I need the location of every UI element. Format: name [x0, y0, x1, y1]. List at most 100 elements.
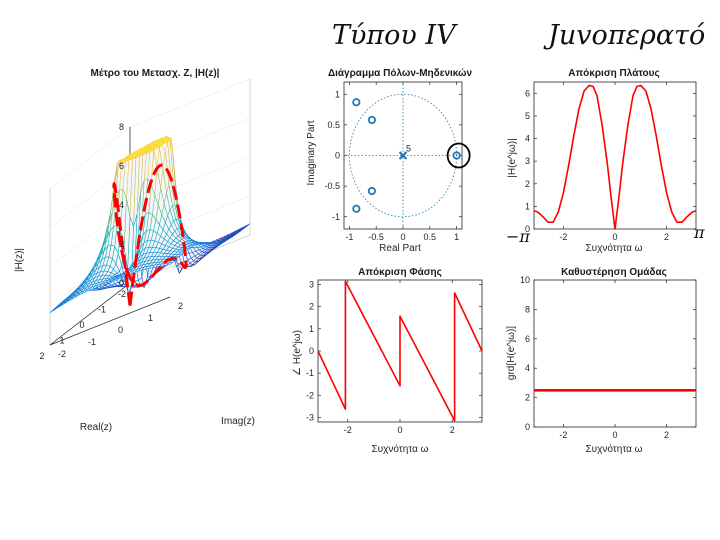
surface-ytick-label: 2	[178, 301, 183, 311]
handwritten-neg-pi: −π	[506, 227, 530, 246]
phase-title: Απόκριση Φάσης	[358, 267, 442, 278]
magnitude-body: -2 0 2 0 1 2 3 4 5 6	[525, 81, 697, 242]
groupdelay-ytick-label: 10	[520, 275, 530, 285]
polezero-body: -1 -0.5 0 0.5 1 -1 -0.5 0 0.5 1 5	[324, 81, 471, 242]
polezero-title: Διάγραμμα Πόλων-Μηδενικών	[328, 68, 473, 79]
surface-ytick-label: -2	[58, 349, 66, 359]
polezero-ylabel: Imaginary Part	[306, 120, 317, 185]
phase-xtick-label: 2	[450, 425, 455, 435]
groupdelay-ytick-label: 2	[525, 393, 530, 403]
groupdelay-xtick-label: 0	[612, 430, 617, 440]
zero-marker	[367, 115, 376, 125]
polezero-ytick-label: 0.5	[327, 120, 340, 130]
surface-ytick-label: 1	[148, 313, 153, 323]
phase-ytick-label: -1	[306, 368, 314, 378]
magnitude-ytick-label: 3	[525, 156, 530, 166]
surface-ticks: -2 -1 0 1 2 -2 -1 0 1 2 0 2 4 6 8	[39, 122, 183, 361]
pole-marker	[398, 151, 408, 160]
groupdelay-ytick-label: 0	[525, 422, 530, 432]
surface-ztick-label: 2	[119, 239, 124, 249]
groupdelay-body: -2 0 2 0 2 4 6 8 10	[520, 275, 697, 440]
surface-ztick-label: 4	[119, 200, 124, 210]
phase-ytick-label: 0	[309, 346, 314, 356]
groupdelay-xtick-label: -2	[559, 430, 567, 440]
magnitude-ytick-label: 0	[525, 224, 530, 234]
handwritten-title-left: Τύπου IV	[332, 20, 458, 51]
phase-xlabel: Συχνότητα ω	[371, 443, 428, 455]
magnitude-ylabel: |H(e^jω)|	[507, 138, 518, 177]
surface-xtick-label: -2	[118, 289, 126, 299]
surface-xtick-label: 0	[79, 320, 84, 330]
polezero-xtick-label: -0.5	[368, 232, 384, 242]
magnitude-xtick-label: 0	[612, 232, 617, 242]
magnitude-ytick-label: 1	[525, 201, 530, 211]
phase-ylabel: ∠ H(e^jω)	[292, 330, 303, 376]
magnitude-xlabel: Συχνότητα ω	[585, 242, 642, 254]
handwritten-title-right: Juvoπερατό	[543, 20, 705, 51]
unit-circle-response	[112, 163, 188, 306]
polezero-xtick-label: 0.5	[424, 232, 437, 242]
surface-xlabel: Real(z)	[80, 422, 112, 433]
phase-ytick-label: -3	[306, 413, 314, 423]
surface-title: Μέτρο του Μετασχ. Ζ, |H(z)|	[91, 68, 220, 79]
magnitude-plot: Απόκριση Πλάτους Συχνότητα ω |H(e^jω)| -…	[507, 68, 697, 254]
polezero-xlabel: Real Part	[379, 243, 421, 254]
groupdelay-xlabel: Συχνότητα ω	[585, 443, 642, 455]
magnitude-xtick-label: 2	[664, 232, 669, 242]
surface-y-axis	[49, 296, 171, 346]
polezero-xtick-label: 0	[400, 232, 405, 242]
groupdelay-ytick-label: 8	[525, 304, 530, 314]
magnitude-ytick-label: 4	[525, 134, 530, 144]
surface-unit-circle	[112, 163, 188, 306]
groupdelay-ylabel: grd[H(e^jω)]	[506, 326, 517, 380]
zero-marker	[452, 151, 461, 160]
magnitude-title: Απόκριση Πλάτους	[568, 68, 659, 79]
magnitude-ytick-label: 5	[525, 111, 530, 121]
phase-series-line	[317, 280, 483, 422]
magnitude-ytick-label: 6	[525, 88, 530, 98]
phase-xtick-label: -2	[344, 425, 352, 435]
polezero-xtick-label: -1	[345, 232, 353, 242]
phase-ytick-label: 2	[309, 302, 314, 312]
groupdelay-frame	[533, 279, 697, 428]
polezero-ytick-label: 0	[335, 151, 340, 161]
surface-ztick-label: 8	[119, 122, 124, 132]
phase-body: -2 0 2 -3 -2 -1 0 1 2 3	[306, 279, 483, 435]
magnitude-frame	[533, 81, 697, 230]
surface-ytick-label: 0	[118, 325, 123, 335]
surface-xtick-label: 2	[39, 351, 44, 361]
surface-ytick-label: -1	[88, 337, 96, 347]
surface-xtick-label: 1	[59, 336, 64, 346]
surface-xtick-label: -1	[98, 305, 106, 315]
surface-plot: Μέτρο του Μετασχ. Ζ, |H(z)| -2 -1 0 1 2 -2 -1 0…	[14, 68, 255, 433]
zero-marker	[352, 98, 361, 107]
pole-zero-plot: Διάγραμμα Πόλων-Μηδενικών Real Part Imag…	[306, 68, 472, 254]
phase-ytick-label: 3	[309, 279, 314, 289]
groupdelay-title: Καθυστέρηση Ομάδας	[561, 267, 667, 278]
groupdelay-xtick-label: 2	[664, 430, 669, 440]
surface-facet	[49, 307, 57, 313]
handwritten-highlight-circle	[446, 142, 471, 169]
pole-multiplicity-label: 5	[406, 144, 411, 154]
surface-ztick-label: 6	[119, 161, 124, 171]
surface-x-axis	[49, 282, 131, 346]
phase-plot: Απόκριση Φάσης Συχνότητα ω ∠ H(e^jω) -2 0…	[292, 267, 483, 455]
magnitude-xtick-label: -2	[559, 232, 567, 242]
polezero-ytick-label: 1	[335, 89, 340, 99]
phase-ytick-label: -2	[306, 390, 314, 400]
surface-zlabel: |H(z)|	[14, 248, 25, 272]
group-delay-plot: Καθυστέρηση Ομάδας Συχνότητα ω grd[H(e^j…	[506, 267, 697, 455]
phase-xtick-label: 0	[397, 425, 402, 435]
magnitude-series-line	[533, 84, 697, 230]
surface-zgrid	[49, 126, 131, 190]
surface-ylabel: Imag(z)	[221, 416, 255, 427]
polezero-xtick-label: 1	[454, 232, 459, 242]
magnitude-ytick-label: 2	[525, 179, 530, 189]
polezero-ytick-label: -0.5	[324, 181, 340, 191]
surface-ztick-label: 0	[119, 278, 124, 288]
zero-marker	[352, 204, 361, 213]
zero-marker	[367, 186, 376, 196]
polezero-ytick-label: -1	[332, 212, 340, 222]
phase-ytick-label: 1	[309, 324, 314, 334]
